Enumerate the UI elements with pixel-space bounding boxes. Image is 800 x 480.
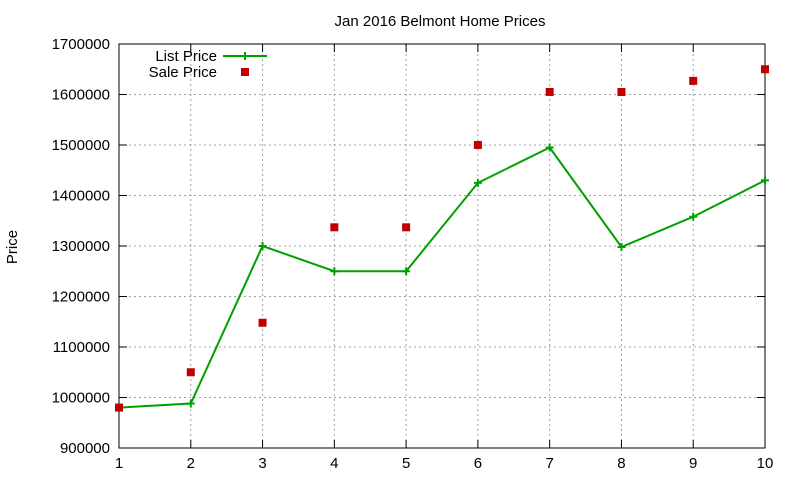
y-tick-label: 1500000: [52, 137, 110, 154]
sale-price-marker: [115, 403, 123, 412]
x-tick-label: 9: [689, 455, 697, 472]
series-layer: [115, 65, 769, 412]
y-tick-label: 1700000: [52, 36, 110, 53]
list-price-marker: [402, 267, 411, 276]
list-price-marker: [689, 212, 698, 221]
x-tick-label: 7: [545, 455, 553, 472]
y-tick-label: 1000000: [52, 390, 110, 407]
list-price-marker: [258, 242, 267, 250]
legend-plus-marker: [241, 52, 249, 60]
y-tick-label: 1200000: [52, 289, 110, 306]
x-tick-label: 8: [617, 455, 625, 472]
y-tick-label: 1300000: [52, 238, 110, 255]
y-axis-label: Price: [4, 230, 21, 264]
x-tick-label: 4: [330, 455, 338, 472]
list-price-marker: [186, 399, 195, 408]
sale-price-marker: [761, 65, 769, 74]
legend-square-marker: [241, 68, 249, 76]
sale-price-marker: [330, 223, 339, 232]
y-tick-label: 1600000: [52, 87, 110, 104]
sale-price-marker: [186, 368, 195, 377]
x-tick-label: 10: [757, 455, 774, 472]
x-tick-label: 6: [474, 455, 482, 472]
x-tick-label: 3: [258, 455, 266, 472]
list-price-marker: [761, 176, 769, 185]
series-line-0: [118, 146, 766, 409]
gridlines: [119, 44, 765, 448]
x-tick-label: 2: [187, 455, 195, 472]
sale-price-marker: [545, 87, 554, 96]
list-price-marker: [617, 243, 626, 252]
axis-ticks: 900000 1000000 1100000 1200000 1300000 140000…: [52, 36, 774, 472]
sale-price-marker: [473, 141, 482, 149]
list-price-marker: [473, 178, 482, 187]
sale-price-marker: [402, 223, 411, 232]
x-tick-label: 1: [115, 455, 123, 472]
y-tick-label: 1400000: [52, 188, 110, 205]
sale-price-marker: [689, 76, 698, 85]
legend-label: Sale Price: [149, 64, 217, 81]
legend-label: List Price: [155, 48, 217, 65]
list-price-marker: [545, 143, 554, 152]
y-tick-label: 1100000: [53, 339, 110, 356]
sale-price-marker: [617, 87, 626, 96]
y-tick-label: 900000: [60, 440, 110, 457]
x-tick-label: 5: [402, 455, 410, 472]
sale-price-marker: [258, 318, 267, 327]
chart-title: Jan 2016 Belmont Home Prices: [335, 13, 546, 30]
list-price-marker: [330, 267, 339, 276]
